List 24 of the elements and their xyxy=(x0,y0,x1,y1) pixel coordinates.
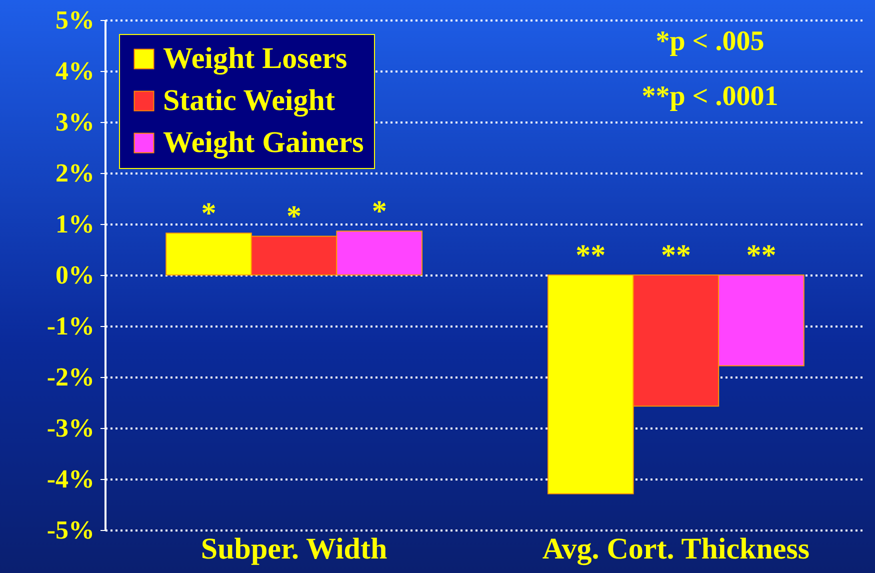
data-label: * xyxy=(372,195,387,228)
data-label: ** xyxy=(576,239,606,272)
data-label: ** xyxy=(660,239,691,272)
legend-label: Static Weight xyxy=(163,84,335,117)
data-label: ** xyxy=(746,239,776,272)
legend-label: Weight Gainers xyxy=(163,126,364,159)
y-tick-label: 4% xyxy=(56,56,94,86)
legend-label: Weight Losers xyxy=(163,42,348,75)
y-tick-label: -1% xyxy=(46,312,94,340)
y-tick-label: -3% xyxy=(46,414,94,442)
y-tick-label: 3% xyxy=(56,108,94,136)
y-tick-label: 2% xyxy=(56,158,94,188)
x-tick-label: Avg. Cort. Thickness xyxy=(542,532,810,566)
data-label: * xyxy=(201,197,216,230)
data-label: * xyxy=(286,200,302,234)
y-tick-label: 0% xyxy=(56,260,94,290)
y-tick-label: 1% xyxy=(56,210,94,238)
annotation: **p < .0001 xyxy=(642,81,778,112)
y-tick-label: 5% xyxy=(56,6,94,34)
y-tick-label: -2% xyxy=(46,362,94,392)
y-tick-label: -5% xyxy=(46,516,94,544)
y-tick-label: -4% xyxy=(46,464,94,494)
x-tick-label: Subper. Width xyxy=(200,532,388,566)
annotation: *p < .005 xyxy=(656,26,764,57)
